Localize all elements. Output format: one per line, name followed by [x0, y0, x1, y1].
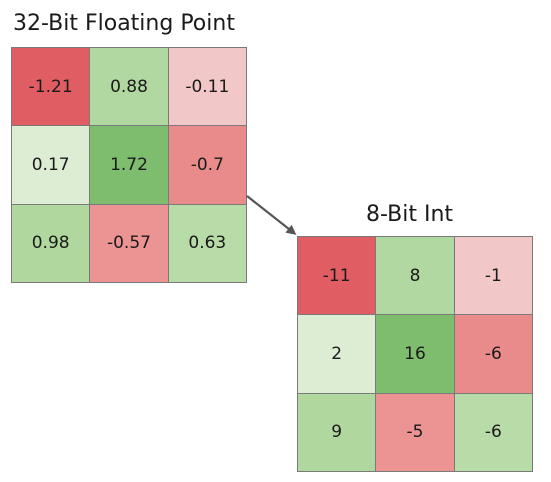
int-matrix-title: 8-Bit Int [366, 202, 454, 227]
int-cell: -6 [454, 315, 532, 393]
float-cell: -1.21 [12, 48, 90, 126]
float-cell: -0.57 [90, 204, 168, 282]
float-cell: 0.63 [168, 204, 246, 282]
int-cell: -1 [454, 237, 532, 315]
int-cell: -5 [376, 393, 454, 471]
int-cell: 2 [298, 315, 376, 393]
float-cell: 1.72 [90, 126, 168, 204]
int-matrix-grid: -11 8 -1 2 16 -6 9 -5 -6 [297, 236, 533, 472]
float-cell: 0.17 [12, 126, 90, 204]
int-cell: -11 [298, 237, 376, 315]
int-cell: -6 [454, 393, 532, 471]
float-cell: -0.11 [168, 48, 246, 126]
float-cell: 0.98 [12, 204, 90, 282]
int-cell: 16 [376, 315, 454, 393]
int-cell: 8 [376, 237, 454, 315]
float-matrix-title: 32-Bit Floating Point [13, 11, 235, 36]
float-cell: -0.7 [168, 126, 246, 204]
int-cell: 9 [298, 393, 376, 471]
float-cell: 0.88 [90, 48, 168, 126]
float-matrix-grid: -1.21 0.88 -0.11 0.17 1.72 -0.7 0.98 -0.… [11, 47, 247, 283]
